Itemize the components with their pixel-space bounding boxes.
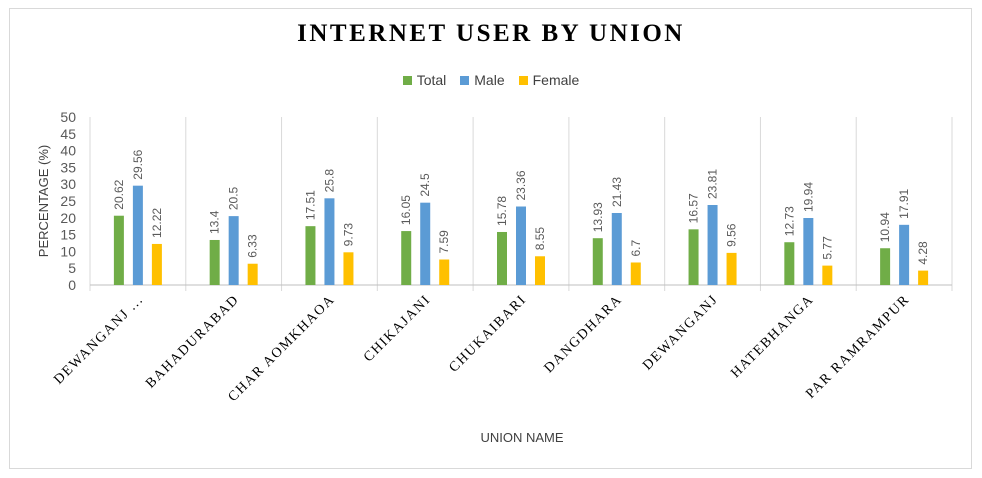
legend-item-female: Female bbox=[518, 72, 580, 88]
y-tick-label: 0 bbox=[68, 277, 76, 293]
legend-swatch bbox=[460, 75, 470, 85]
data-label: 17.91 bbox=[897, 188, 911, 218]
category-label: DANGDHARA bbox=[542, 292, 626, 376]
bar-female bbox=[439, 259, 450, 285]
data-label: 5.77 bbox=[820, 236, 834, 260]
data-label: 25.8 bbox=[322, 169, 336, 193]
data-label: 19.94 bbox=[801, 182, 815, 212]
bar-female bbox=[343, 252, 354, 285]
bar-male bbox=[324, 198, 335, 285]
legend-swatch bbox=[518, 75, 528, 85]
bar-total bbox=[497, 231, 507, 285]
bar-total bbox=[401, 231, 412, 285]
bar-female bbox=[151, 243, 162, 285]
y-tick-label: 40 bbox=[60, 143, 76, 159]
category-label: CHIKAJANI bbox=[361, 292, 434, 365]
bar-male bbox=[707, 204, 718, 285]
bar-male bbox=[228, 216, 239, 285]
bar-female bbox=[535, 256, 545, 285]
bar-male bbox=[420, 202, 431, 285]
x-axis-title: UNION NAME bbox=[480, 430, 563, 445]
bar-total bbox=[880, 248, 891, 285]
data-label: 10.94 bbox=[878, 212, 892, 242]
category-label: DEWANGANJ bbox=[640, 292, 721, 373]
bar-male bbox=[803, 218, 814, 285]
bar-female bbox=[918, 270, 929, 285]
y-tick-label: 25 bbox=[60, 193, 76, 209]
legend: Total Male Female bbox=[0, 72, 982, 88]
category-label: CHAR AOMKHAOA bbox=[226, 292, 339, 405]
bar-total bbox=[113, 215, 124, 285]
bar-female bbox=[247, 263, 258, 285]
legend-item-male: Male bbox=[460, 72, 505, 88]
data-label: 12.73 bbox=[782, 206, 796, 236]
bar-total bbox=[784, 242, 795, 285]
data-label: 7.59 bbox=[437, 230, 451, 254]
bar-male bbox=[132, 185, 143, 285]
bar-female bbox=[630, 262, 641, 285]
bar-total bbox=[209, 239, 220, 285]
legend-item-total: Total bbox=[402, 72, 447, 88]
y-tick-label: 50 bbox=[60, 109, 76, 125]
data-label: 23.36 bbox=[514, 170, 528, 200]
data-label: 6.7 bbox=[629, 239, 643, 256]
y-tick-label: 30 bbox=[60, 176, 76, 192]
y-tick-label: 10 bbox=[60, 243, 76, 259]
bar-total bbox=[688, 229, 699, 285]
category-label: BAHADURABAD bbox=[143, 292, 242, 391]
data-label: 13.4 bbox=[208, 210, 222, 234]
legend-label: Male bbox=[474, 72, 505, 88]
y-tick-label: 45 bbox=[60, 126, 76, 142]
bar-total bbox=[592, 238, 603, 285]
chart-title: INTERNET USER BY UNION bbox=[297, 20, 685, 47]
data-label: 16.57 bbox=[687, 193, 701, 223]
y-tick-label: 5 bbox=[68, 260, 76, 276]
category-label: PAR RAMRAMPUR bbox=[803, 292, 913, 402]
bar-female bbox=[726, 252, 737, 285]
data-label: 29.56 bbox=[131, 149, 145, 179]
y-axis-title: PERCENTAGE (%) bbox=[36, 145, 51, 257]
legend-swatch bbox=[402, 75, 412, 85]
data-label: 9.56 bbox=[725, 223, 739, 247]
category-label: DEWANGANJ ... bbox=[51, 292, 146, 387]
bar-male bbox=[899, 224, 910, 285]
data-label: 15.78 bbox=[495, 196, 509, 226]
y-tick-label: 35 bbox=[60, 159, 76, 175]
data-label: 17.51 bbox=[303, 190, 317, 220]
bar-male bbox=[611, 212, 622, 285]
legend-label: Female bbox=[532, 72, 580, 88]
data-label: 6.33 bbox=[246, 234, 260, 258]
bar-total bbox=[305, 226, 316, 285]
bar-female bbox=[822, 265, 833, 285]
y-tick-label: 20 bbox=[60, 210, 76, 226]
data-label: 8.55 bbox=[533, 227, 547, 251]
legend-label: Total bbox=[416, 72, 447, 88]
data-label: 16.05 bbox=[399, 195, 413, 225]
data-label: 20.62 bbox=[112, 179, 126, 209]
category-label: HATEBHANGA bbox=[728, 292, 817, 381]
data-label: 21.43 bbox=[610, 177, 624, 207]
data-label: 23.81 bbox=[706, 169, 720, 199]
data-label: 12.22 bbox=[150, 208, 164, 238]
data-label: 9.73 bbox=[341, 223, 355, 247]
data-label: 24.5 bbox=[418, 173, 432, 197]
data-label: 4.28 bbox=[916, 241, 930, 265]
category-label: CHUKAIBARI bbox=[446, 292, 529, 375]
data-label: 13.93 bbox=[591, 202, 605, 232]
y-tick-label: 15 bbox=[60, 227, 76, 243]
data-label: 20.5 bbox=[227, 186, 241, 210]
bar-male bbox=[516, 206, 526, 285]
